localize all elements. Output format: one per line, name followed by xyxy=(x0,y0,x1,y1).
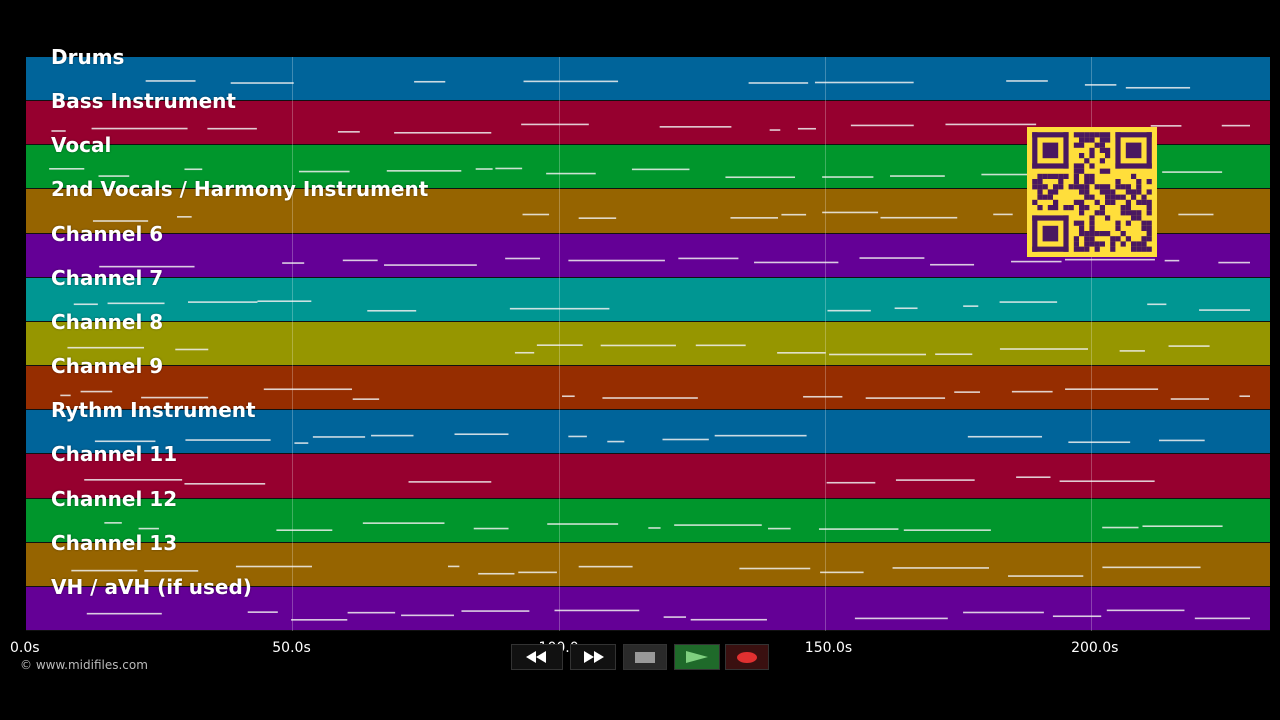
track-lane xyxy=(26,498,1270,543)
note-strokes xyxy=(73,300,1250,312)
track-label: Channel 9 xyxy=(51,354,164,379)
track-label: Channel 11 xyxy=(51,442,178,467)
fast-forward-button[interactable] xyxy=(570,644,616,670)
note-strokes xyxy=(71,565,1201,577)
play-button[interactable] xyxy=(674,644,720,670)
track-label: Channel 13 xyxy=(51,530,178,555)
note-strokes xyxy=(84,476,1155,485)
copyright-credit: © www.midifiles.com xyxy=(20,658,148,672)
time-tick-label: 200.0s xyxy=(1071,640,1119,656)
track-label: 2nd Vocals / Harmony Instrument xyxy=(51,177,429,202)
note-strokes xyxy=(49,167,1223,179)
track-label: Rythm Instrument xyxy=(51,398,256,423)
track-lane xyxy=(26,586,1270,631)
track-label: Drums xyxy=(51,45,125,69)
stop-icon xyxy=(635,651,655,663)
track-label: Channel 7 xyxy=(51,265,164,290)
grid-line xyxy=(1091,57,1093,631)
note-strokes xyxy=(86,609,1250,621)
note-strokes xyxy=(104,521,1223,531)
rewind-icon xyxy=(526,651,546,663)
record-button[interactable] xyxy=(725,644,769,670)
track-label: Bass Instrument xyxy=(51,89,236,114)
track-lane xyxy=(26,57,1270,102)
grid-line xyxy=(558,57,560,631)
note-strokes xyxy=(67,344,1210,356)
time-tick-label: 50.0s xyxy=(272,640,311,656)
track-lane xyxy=(26,277,1270,322)
track-lane xyxy=(26,542,1270,587)
play-icon xyxy=(686,651,708,663)
playback-controls xyxy=(511,644,769,670)
grid-line xyxy=(292,57,294,631)
track-lane xyxy=(26,366,1270,411)
qr-code-icon xyxy=(1027,127,1157,257)
grid-line xyxy=(824,57,826,631)
note-strokes xyxy=(99,256,1250,268)
stop-button[interactable] xyxy=(623,644,667,670)
rewind-button[interactable] xyxy=(511,644,563,670)
track-lane xyxy=(26,410,1270,455)
track-label: Channel 6 xyxy=(51,221,164,246)
track-label: VH / aVH (if used) xyxy=(51,574,252,599)
record-icon xyxy=(737,651,757,663)
track-label: Channel 12 xyxy=(51,486,178,511)
note-strokes xyxy=(145,80,1191,89)
track-lane xyxy=(26,321,1270,367)
fast-forward-icon xyxy=(584,651,604,663)
note-strokes xyxy=(60,388,1250,401)
note-strokes xyxy=(92,212,1214,223)
track-label: Channel 8 xyxy=(51,309,164,334)
time-tick-label: 150.0s xyxy=(804,640,853,656)
track-lane xyxy=(26,454,1270,499)
time-tick-label: 0.0s xyxy=(10,640,40,656)
note-strokes xyxy=(94,433,1205,445)
track-label: Vocal xyxy=(51,133,112,158)
